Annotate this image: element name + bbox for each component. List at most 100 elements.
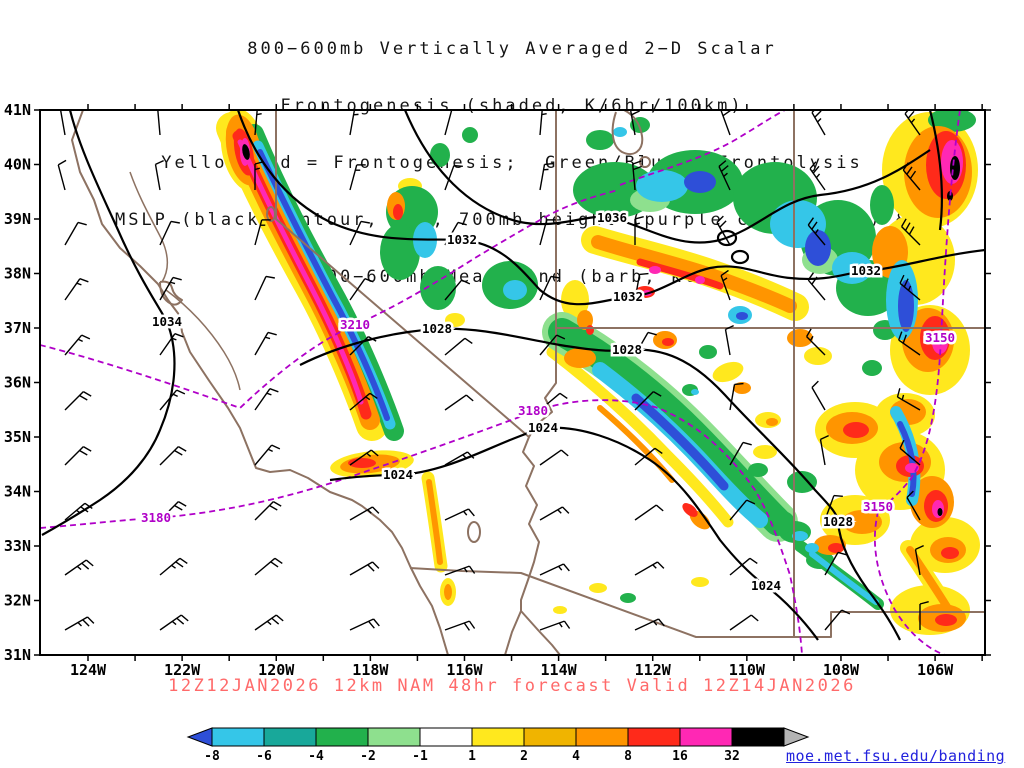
wind-barb xyxy=(157,111,161,136)
wind-barb xyxy=(729,441,752,466)
wind-barb xyxy=(64,616,95,631)
wind-barb xyxy=(539,275,560,301)
wind-barb xyxy=(896,388,921,411)
wind-barb xyxy=(444,221,467,246)
wind-barb xyxy=(634,561,665,576)
wind-barb xyxy=(254,557,283,576)
wind-barb xyxy=(64,559,94,576)
lon-tick-label: 124W xyxy=(70,661,107,679)
state-lines xyxy=(528,111,984,637)
mslp-contour-label: 1034 xyxy=(152,314,182,329)
lon-tick-label: 118W xyxy=(352,661,389,679)
colorbar-segment xyxy=(471,727,525,747)
wind-barb xyxy=(349,336,377,356)
sf-bay xyxy=(159,280,183,306)
wind-barb xyxy=(254,331,277,356)
mslp-contour-label: 1036 xyxy=(597,210,627,225)
wind-barb xyxy=(254,501,282,521)
wind-barb xyxy=(349,392,378,411)
colorbar-arrow-left xyxy=(186,727,213,747)
colorbar-tick-label: -1 xyxy=(412,749,428,764)
colorbar-tick-label: -8 xyxy=(204,749,220,764)
mslp-contours xyxy=(41,111,984,641)
wind-barb xyxy=(539,111,547,136)
colorbar-tick-label: 8 xyxy=(624,749,632,764)
wind-barb xyxy=(809,161,826,191)
wind-barb xyxy=(806,328,826,356)
colorbar-tick-label: 16 xyxy=(672,749,688,764)
shade-blue xyxy=(684,171,914,332)
colorbar-segment xyxy=(419,727,473,747)
lat-tick-label: 34N xyxy=(4,483,31,501)
wind-barb xyxy=(64,446,92,466)
wind-barb xyxy=(634,272,649,301)
wind-barb xyxy=(254,275,275,301)
wind-barb xyxy=(807,217,826,246)
wind-barb xyxy=(254,388,279,411)
wind-barb xyxy=(539,334,566,356)
wind-barb xyxy=(824,609,851,631)
wind-barb xyxy=(254,444,281,466)
wind-barb xyxy=(57,159,67,191)
lon-tick-label: 110W xyxy=(729,661,766,679)
wind-barb xyxy=(64,278,89,301)
shade-magenta-bands xyxy=(237,139,364,405)
wind-barb xyxy=(720,269,731,301)
wind-barb xyxy=(444,394,474,411)
lat-tick-label: 37N xyxy=(4,319,31,337)
colorbar-segment xyxy=(315,727,369,747)
lon-tick-label: 112W xyxy=(635,661,672,679)
website-link[interactable]: moe.met.fsu.edu/banding xyxy=(786,747,1006,765)
colorbar: -8 -6 -4 -2 -1 1 2 4 8 16 32 xyxy=(186,727,810,764)
lat-tick-label: 31N xyxy=(4,646,31,664)
lat-tick-label: 40N xyxy=(4,156,31,174)
mslp-contour-label: 1024 xyxy=(751,578,781,593)
frontogenesis-shading xyxy=(216,111,980,635)
wind-barb xyxy=(64,221,87,246)
wind-barb xyxy=(64,391,92,411)
forecast-info: 12Z12JAN2026 12km NAM 48hr forecast Vali… xyxy=(168,676,856,696)
wind-barb xyxy=(539,449,569,466)
wind-barb xyxy=(444,279,471,301)
lon-tick-label: 116W xyxy=(446,661,483,679)
utah-lake xyxy=(639,156,651,168)
height-contour-label: 3180 xyxy=(518,403,548,418)
colorbar-segment xyxy=(575,727,629,747)
lat-tick-label: 32N xyxy=(4,592,31,610)
wind-barb xyxy=(444,565,476,576)
colorbar-tick-label: 4 xyxy=(572,749,580,764)
wind-barb xyxy=(899,274,921,301)
wind-barb xyxy=(159,446,187,466)
colorbar-segment xyxy=(367,727,421,747)
rivers xyxy=(129,171,241,391)
wind-barb xyxy=(819,434,829,466)
wind-barb xyxy=(807,272,826,301)
colorbar-segment xyxy=(523,727,577,747)
wind-barb xyxy=(159,557,188,576)
wind-barb xyxy=(349,111,359,136)
wind-barb xyxy=(720,111,731,136)
wind-barb xyxy=(898,331,921,356)
colorbar-segment xyxy=(731,727,785,747)
contour-labels-layer: 1036 1032 1032 1032 1034 1028 1028 1028 1024 1024… xyxy=(138,208,957,596)
wind-barb xyxy=(349,220,370,246)
colorbar-arrow-right xyxy=(783,727,810,747)
map-canvas: 1036 1032 1032 1032 1034 1028 1028 1028 1024 1024… xyxy=(4,101,991,679)
wind-barb xyxy=(914,544,924,576)
wind-barb xyxy=(64,502,93,521)
wind-barb xyxy=(159,501,187,521)
wind-barb xyxy=(159,220,180,246)
height-contour-label: 3150 xyxy=(925,330,955,345)
wind-barb xyxy=(718,160,731,191)
colorbar-segment xyxy=(263,727,317,747)
great-salt-lake xyxy=(611,111,644,155)
wind-barb xyxy=(634,391,662,411)
wind-barb xyxy=(444,337,473,356)
wind-barb xyxy=(154,159,164,191)
lon-tick-label: 114W xyxy=(541,661,578,679)
wind-barb xyxy=(444,164,463,191)
wind-barb xyxy=(811,380,826,411)
wind-barb xyxy=(902,162,921,191)
lon-tick-label: 106W xyxy=(917,661,954,679)
